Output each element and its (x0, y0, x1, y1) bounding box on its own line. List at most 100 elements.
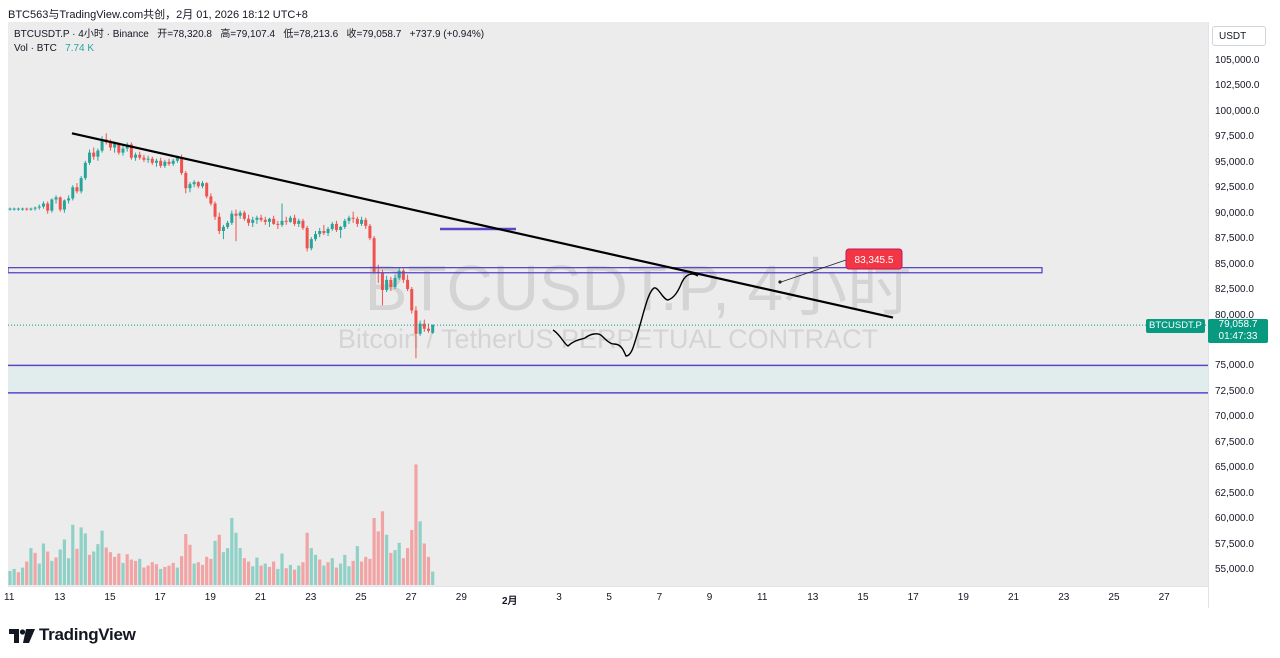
trendline[interactable] (71, 132, 894, 319)
candle (305, 225, 309, 252)
candle (75, 183, 79, 194)
chart-svg[interactable]: BTCUSDT.P, 4小时 Bitcoin / TetherUS PERPET… (8, 22, 1208, 586)
candle (71, 185, 75, 201)
candle (46, 201, 50, 214)
volume-bar (305, 532, 309, 585)
target-pointer-line (780, 259, 847, 283)
candle (142, 154, 146, 162)
volume-bar (188, 544, 192, 585)
volume-bar (318, 559, 322, 585)
candle (431, 324, 435, 334)
time-tick-label: 3 (556, 592, 562, 603)
volume-bar (33, 552, 37, 585)
candle (83, 160, 87, 181)
candle (213, 201, 217, 220)
candle (255, 215, 259, 224)
price-tick-label: 82,500.0 (1215, 284, 1254, 296)
tradingview-logo: TradingView (9, 625, 136, 645)
volume-bar (288, 564, 292, 585)
price-tick-label: 102,500.0 (1215, 80, 1260, 92)
legend-volume-label[interactable]: Vol · BTC (14, 43, 57, 54)
volume-bar (322, 565, 326, 585)
volume-bar (125, 554, 129, 585)
price-tick-label: 95,000.0 (1215, 156, 1254, 168)
candle (288, 215, 292, 223)
volume-bar (259, 565, 263, 585)
candle (393, 274, 397, 290)
candle (25, 207, 29, 211)
volume-bar (87, 554, 92, 585)
candle (263, 216, 267, 225)
caption-text: BTC563与TradingView.com共创，2月 01, 2026 18:… (8, 9, 308, 21)
drawings[interactable] (8, 132, 1208, 394)
price-axis[interactable]: 105,000.0 102,500.0 100,000.0 97,500.0 95,00… (1208, 22, 1272, 608)
resistance-zone[interactable] (8, 267, 1043, 274)
chart-container[interactable]: BTCUSDT.P, 4小时 Bitcoin / TetherUS PERPET… (4, 22, 1272, 608)
price-tick-label: 105,000.0 (1215, 55, 1260, 66)
volume-bar (234, 532, 238, 585)
price-tick-label: 67,500.0 (1215, 436, 1254, 448)
candle (322, 224, 326, 236)
volume-bar (159, 568, 163, 585)
time-tick-label: 17 (154, 592, 166, 603)
candle (309, 237, 313, 251)
candle (297, 218, 301, 227)
projection-path[interactable] (552, 273, 699, 357)
candle (230, 210, 234, 225)
support-zone[interactable] (8, 365, 1208, 393)
volume-bar (50, 560, 54, 585)
volume-bar (330, 558, 334, 585)
candle (401, 268, 405, 283)
volume-bar (359, 561, 364, 585)
candle (184, 170, 188, 194)
target-label[interactable]: 83,345.5 (845, 248, 903, 270)
candle (242, 210, 246, 221)
legend-symbol[interactable]: BTCUSDT.P · 4小时 · Binance (14, 29, 149, 40)
footer: TradingView (0, 608, 1280, 658)
candle (163, 159, 167, 168)
candle (150, 156, 154, 165)
candle (92, 147, 96, 160)
volume-bar (167, 565, 171, 585)
time-tick-label: 11 (757, 592, 768, 603)
time-tick-label: 29 (455, 592, 467, 603)
candle (238, 210, 242, 219)
candle (33, 206, 37, 211)
candlesticks (8, 133, 435, 359)
time-tick-label: 17 (907, 592, 919, 603)
price-tick-label: 92,500.0 (1215, 182, 1254, 194)
time-tick-label: 2月 (502, 596, 518, 607)
candle (351, 211, 355, 223)
candle (217, 212, 221, 235)
volume-bar (100, 530, 104, 585)
candle (96, 148, 100, 161)
volume-bar (230, 518, 234, 585)
price-tick-label: 65,000.0 (1215, 462, 1254, 474)
time-tick-label: 27 (1158, 592, 1170, 603)
volume-bar (414, 464, 418, 585)
candle (360, 216, 364, 226)
time-axis[interactable]: 11 13 15 17 19 21 23 25 27 29 2月 3 5 7 9 11 13 15 17 19 21 23… (4, 586, 1208, 608)
chart-plot-area[interactable]: BTCUSDT.P, 4小时 Bitcoin / TetherUS PERPET… (8, 22, 1208, 586)
candle (41, 201, 45, 209)
candle (364, 217, 368, 229)
top-caption-bar: BTC563与TradingView.com共创，2月 01, 2026 18:… (0, 0, 1280, 22)
tradingview-logo-icon (9, 628, 35, 643)
volume-bar (142, 567, 146, 585)
price-tick-label: 80,000.0 (1215, 309, 1254, 321)
volume-bar (297, 565, 301, 585)
volume-bar (355, 546, 359, 585)
time-tick-label: 13 (807, 592, 819, 603)
tradingview-logo-text: TradingView (39, 625, 136, 644)
time-tick-label: 25 (1108, 592, 1120, 603)
legend-open: 开=78,320.8 (157, 29, 212, 40)
currency-button[interactable]: USDT (1212, 26, 1266, 46)
candle (104, 133, 108, 145)
volume-bar (339, 563, 343, 585)
candle (422, 319, 426, 332)
volume-bar (66, 558, 71, 585)
price-tick-label: 85,000.0 (1215, 258, 1254, 270)
volume-bar (117, 553, 121, 585)
volume-bar (20, 567, 25, 585)
time-tick-label: 19 (204, 592, 216, 603)
